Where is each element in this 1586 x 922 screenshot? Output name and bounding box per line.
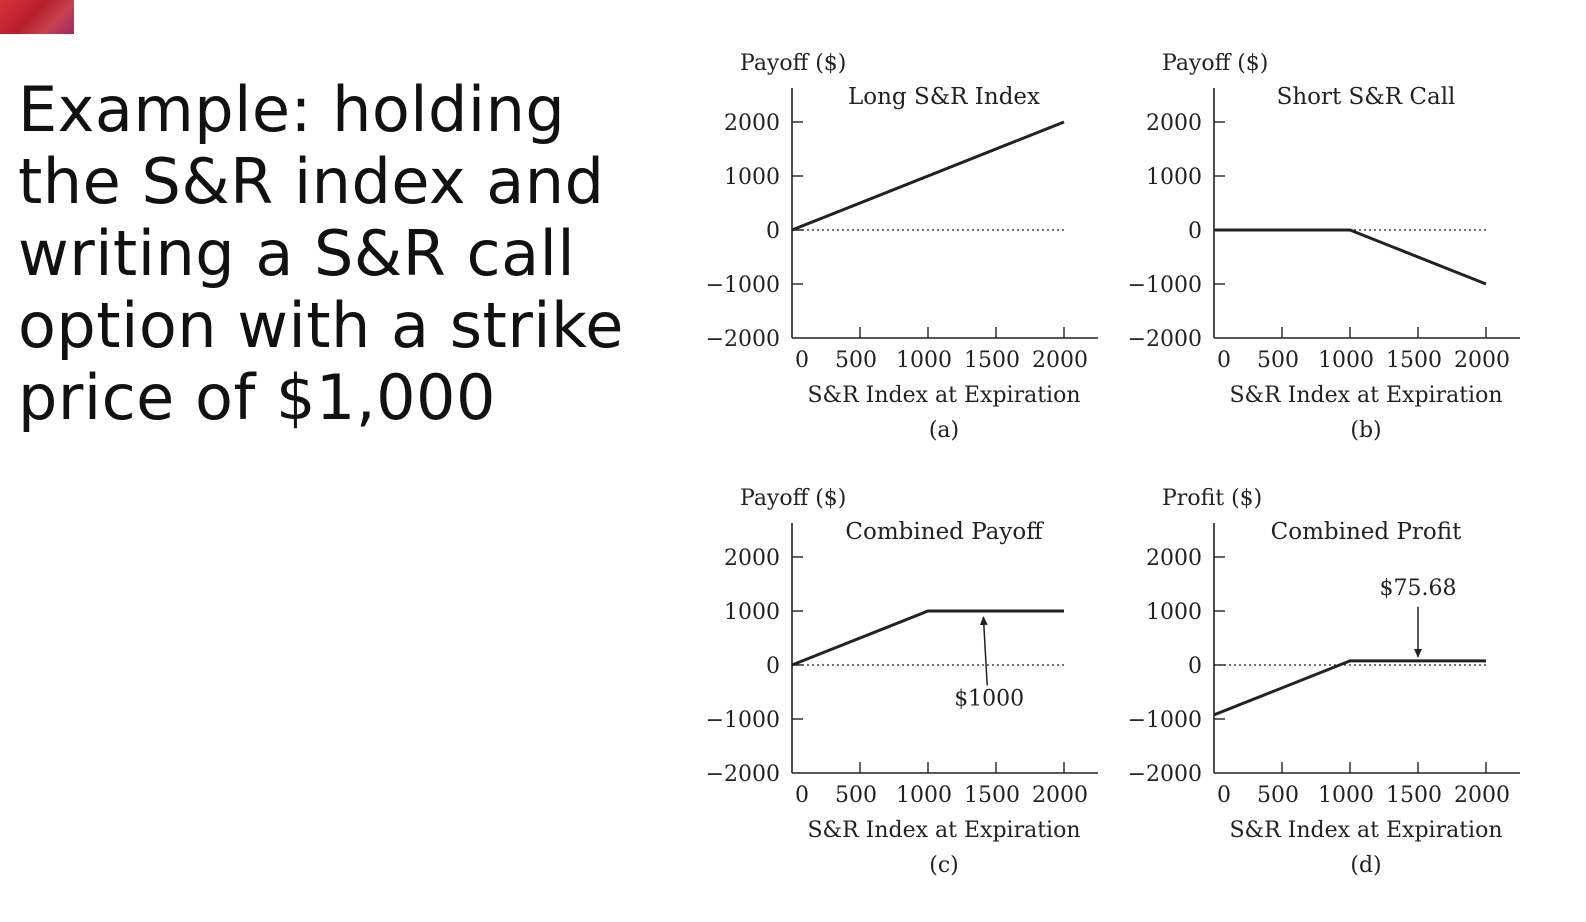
x-tick-label: 500 — [1257, 783, 1299, 808]
y-tick-label: −1000 — [706, 273, 780, 298]
y-axis-label: Payoff ($) — [1162, 51, 1268, 76]
x-tick-label: 0 — [795, 348, 809, 373]
chart-panel-d: 2000 1000 0 −1000 −2000 0 500 1000 1500 2000 Profi… — [1128, 486, 1520, 878]
x-axis-label: S&R Index at Expiration — [807, 818, 1080, 843]
annotation-arrow — [979, 616, 988, 686]
annotation-label: $1000 — [954, 687, 1024, 712]
y-axis-label: Profit ($) — [1162, 486, 1262, 511]
x-tick-label: 500 — [1257, 348, 1299, 373]
y-tick-label: −1000 — [1128, 708, 1202, 733]
payoff-line — [791, 609, 1064, 667]
payoff-line — [791, 120, 1065, 232]
y-tick-label: 2000 — [724, 546, 780, 571]
x-axis-label: S&R Index at Expiration — [807, 383, 1080, 408]
y-tick-label: 0 — [766, 654, 780, 679]
y-tick-label: −1000 — [1128, 273, 1202, 298]
chart-title: Combined Profit — [1271, 519, 1462, 545]
y-tick-label: −1000 — [706, 708, 780, 733]
x-tick-label: 0 — [795, 783, 809, 808]
x-tick-label: 2000 — [1032, 348, 1088, 373]
x-tick-label: 500 — [835, 348, 877, 373]
x-tick-label: 1500 — [964, 348, 1020, 373]
annotation-label: $75.68 — [1380, 576, 1457, 601]
y-tick-label: 2000 — [1146, 546, 1202, 571]
x-tick-label: 2000 — [1454, 783, 1510, 808]
x-tick-label: 2000 — [1032, 783, 1088, 808]
panel-label: (b) — [1350, 418, 1381, 443]
chart-panel-a: 2000 1000 0 −1000 −2000 0 500 1000 1500 2000 Payof… — [706, 51, 1098, 443]
chart-title: Combined Payoff — [845, 519, 1044, 545]
x-tick-label: 2000 — [1454, 348, 1510, 373]
chart-title: Long S&R Index — [848, 84, 1040, 110]
y-tick-label: 1000 — [1146, 165, 1202, 190]
chart-panel-c: 2000 1000 0 −1000 −2000 0 500 1000 1500 2000 Payof… — [706, 486, 1098, 878]
logo-corner-mark — [0, 0, 74, 34]
y-tick-label: 0 — [766, 219, 780, 244]
y-axis-label: Payoff ($) — [740, 51, 846, 76]
x-tick-label: 1000 — [1318, 783, 1374, 808]
payoff-line — [1214, 228, 1487, 286]
y-tick-label: 2000 — [724, 111, 780, 136]
chart-title: Short S&R Call — [1277, 84, 1456, 110]
x-tick-label: 1500 — [1386, 783, 1442, 808]
y-tick-label: −2000 — [706, 762, 780, 787]
x-axis-label: S&R Index at Expiration — [1229, 383, 1502, 408]
y-tick-label: 0 — [1188, 219, 1202, 244]
x-tick-label: 1500 — [1386, 348, 1442, 373]
y-tick-label: 1000 — [724, 165, 780, 190]
panel-label: (a) — [929, 418, 959, 443]
slide-title: Example: holding the S&R index and writi… — [18, 73, 624, 434]
y-tick-label: −2000 — [1128, 762, 1202, 787]
panel-label: (c) — [929, 853, 959, 878]
y-tick-label: 1000 — [1146, 600, 1202, 625]
x-tick-label: 1000 — [896, 348, 952, 373]
x-axis-label: S&R Index at Expiration — [1229, 818, 1502, 843]
y-tick-label: 1000 — [724, 600, 780, 625]
y-tick-label: 0 — [1188, 654, 1202, 679]
x-tick-label: 1500 — [964, 783, 1020, 808]
x-tick-label: 0 — [1217, 783, 1231, 808]
x-tick-label: 1000 — [896, 783, 952, 808]
x-tick-label: 1000 — [1318, 348, 1374, 373]
x-tick-label: 0 — [1217, 348, 1231, 373]
x-tick-label: 500 — [835, 783, 877, 808]
y-axis-label: Payoff ($) — [740, 486, 846, 511]
chart-panel-b: 2000 1000 0 −1000 −2000 0 500 1000 1500 2000 Payof… — [1128, 51, 1520, 443]
panel-label: (d) — [1350, 853, 1381, 878]
y-tick-label: −2000 — [1128, 327, 1202, 352]
y-tick-label: 2000 — [1146, 111, 1202, 136]
payoff-line — [1213, 659, 1486, 717]
y-tick-label: −2000 — [706, 327, 780, 352]
